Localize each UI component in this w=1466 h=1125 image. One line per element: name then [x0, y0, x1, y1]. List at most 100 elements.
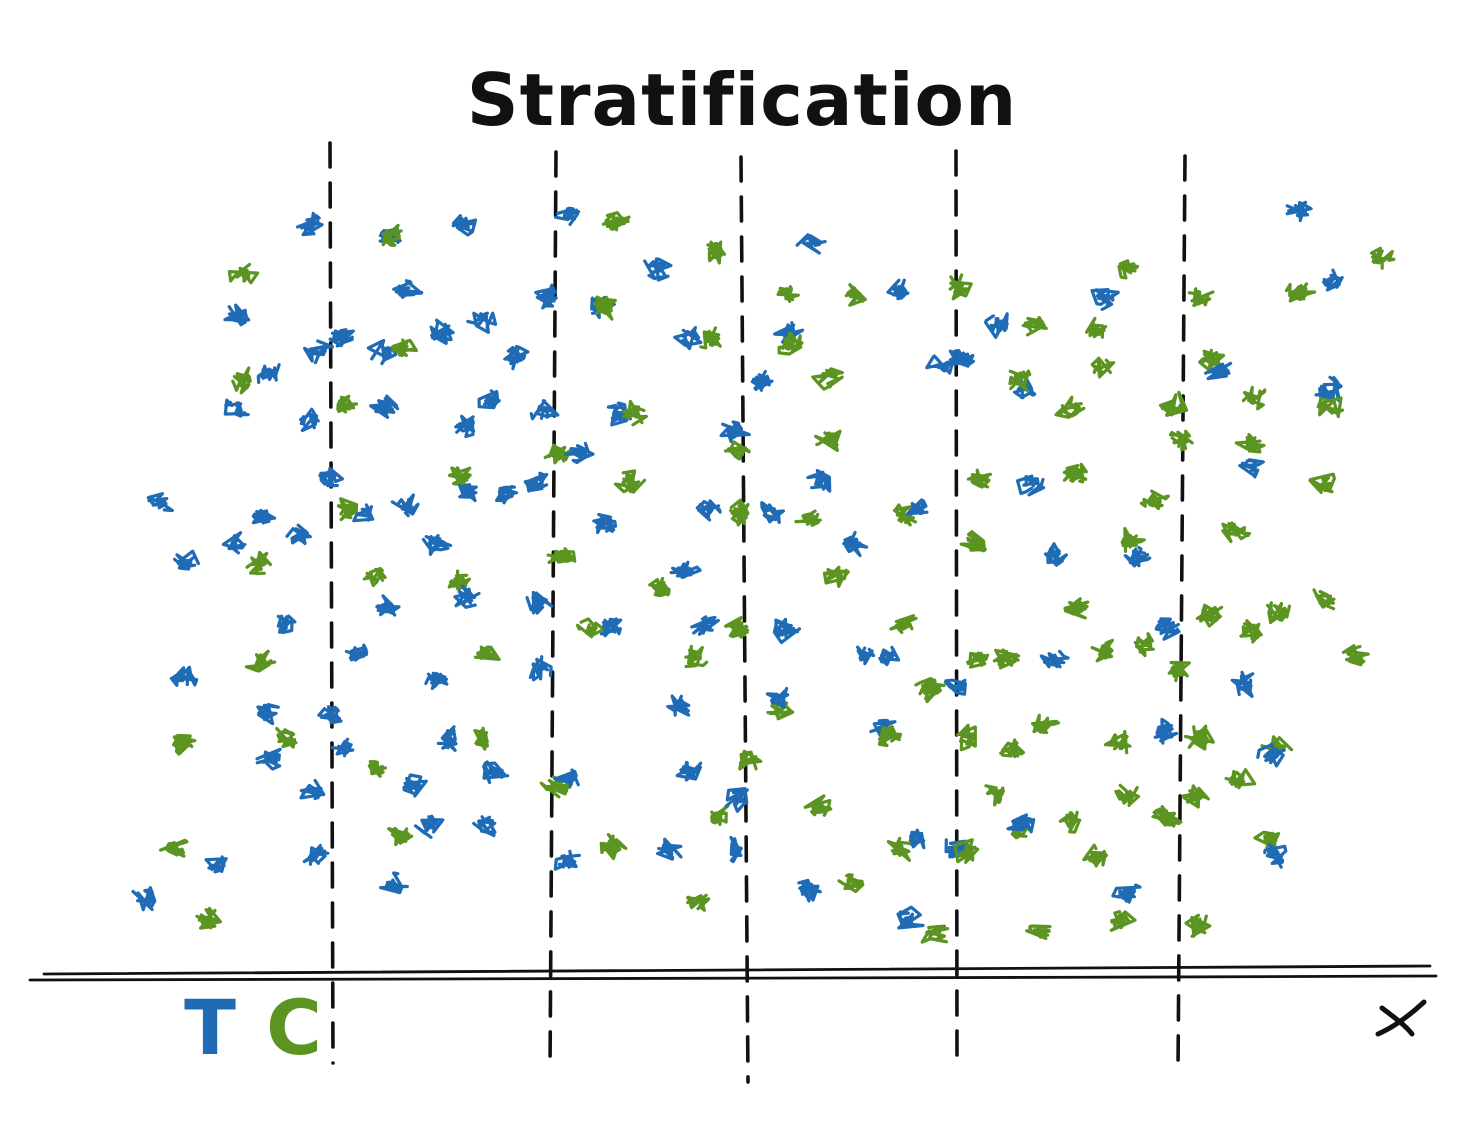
unit-scribble	[952, 349, 971, 364]
control-unit	[391, 338, 418, 357]
unit-scribble	[300, 219, 320, 232]
unit-scribble	[429, 325, 446, 340]
control-unit	[1063, 597, 1090, 620]
unit-scribble	[727, 440, 751, 461]
unit-scribble	[964, 537, 983, 551]
unit-scribble	[778, 286, 795, 301]
unit-scribble	[378, 871, 409, 895]
unit-scribble	[723, 446, 744, 458]
legend-control-letter: C	[266, 983, 322, 1072]
control-unit	[599, 833, 628, 861]
unit-scribble	[651, 580, 671, 597]
control-unit	[1090, 356, 1116, 379]
unit-scribble	[209, 857, 226, 874]
diagram-title: Stratification	[467, 58, 1018, 142]
control-unit	[362, 566, 387, 588]
unit-scribble	[232, 372, 252, 390]
control-unit	[1021, 315, 1048, 337]
unit-scribble	[197, 913, 219, 930]
treatment-unit	[375, 594, 401, 617]
control-unit	[1085, 316, 1108, 339]
control-unit	[1316, 396, 1345, 419]
unit-scribble	[798, 882, 816, 898]
control-unit	[231, 366, 252, 395]
unit-scribble	[348, 646, 369, 662]
unit-scribble	[395, 338, 409, 357]
control-unit	[966, 651, 990, 669]
unit-scribble	[824, 568, 845, 581]
unit-scribble	[1155, 723, 1174, 740]
treatment-unit	[390, 493, 420, 518]
unit-scribble	[901, 912, 915, 929]
treatment-unit	[402, 773, 428, 798]
unit-scribble	[970, 473, 991, 489]
unit-scribble	[414, 814, 445, 839]
unit-scribble	[495, 485, 519, 505]
treatment-unit	[984, 312, 1009, 339]
unit-scribble	[1118, 259, 1140, 272]
treatment-unit	[729, 835, 743, 864]
treatment-unit	[719, 420, 751, 443]
unit-scribble	[551, 549, 572, 563]
control-unit	[473, 726, 489, 751]
control-unit	[777, 331, 804, 356]
control-unit	[159, 838, 189, 858]
treatment-unit	[1230, 670, 1255, 698]
unit-scribble	[1025, 924, 1052, 940]
control-unit	[953, 838, 980, 864]
unit-scribble	[1067, 600, 1087, 616]
unit-scribble	[356, 505, 374, 522]
unit-scribble	[925, 354, 954, 375]
treatment-unit	[421, 534, 453, 556]
unit-scribble	[1189, 729, 1206, 748]
treatment-unit	[302, 844, 330, 866]
control-unit	[336, 497, 359, 522]
treatment-unit	[330, 737, 355, 758]
control-unit	[1082, 843, 1108, 868]
unit-scribble	[337, 394, 354, 414]
control-unit	[1120, 527, 1146, 553]
treatment-unit	[534, 283, 558, 310]
treatment-unit	[378, 871, 409, 895]
unit-scribble	[1005, 741, 1026, 758]
unit-scribble	[686, 894, 708, 909]
treatment-unit	[1044, 542, 1068, 567]
control-unit	[724, 616, 750, 639]
unit-scribble	[136, 890, 155, 907]
unit-scribble	[657, 842, 674, 859]
control-unit	[877, 725, 903, 748]
unit-scribble	[443, 729, 457, 745]
unit-scribble	[585, 622, 598, 637]
unit-scribble	[374, 399, 396, 415]
unit-scribble	[842, 530, 869, 558]
unit-scribble	[497, 486, 516, 502]
unit-scribble	[457, 590, 473, 606]
control-unit	[1308, 472, 1336, 494]
unit-scribble	[856, 645, 868, 661]
unit-scribble	[698, 503, 716, 518]
control-unit	[1058, 810, 1082, 834]
treatment-unit	[1154, 617, 1181, 641]
treatment-unit	[1153, 717, 1179, 745]
control-unit	[1224, 768, 1257, 790]
control-unit	[1167, 660, 1191, 683]
unit-scribble	[299, 412, 320, 430]
unit-scribble	[531, 662, 550, 676]
unit-scribble	[710, 809, 728, 826]
treatment-unit	[276, 614, 297, 635]
control-unit	[811, 367, 844, 391]
unit-scribble	[1315, 475, 1332, 492]
unit-scribble	[366, 338, 398, 366]
unit-scribble	[892, 845, 910, 857]
treatment-unit	[169, 665, 199, 687]
stratum-boundary-3	[739, 155, 750, 1084]
unit-scribble	[1165, 400, 1182, 413]
treatment-unit	[429, 318, 455, 345]
unit-scribble	[801, 509, 820, 527]
unit-scribble	[781, 335, 796, 353]
control-unit	[387, 826, 414, 847]
unit-scribble	[234, 401, 243, 416]
unit-scribble	[397, 284, 417, 299]
control-unit	[889, 614, 918, 634]
unit-scribble	[337, 737, 353, 755]
